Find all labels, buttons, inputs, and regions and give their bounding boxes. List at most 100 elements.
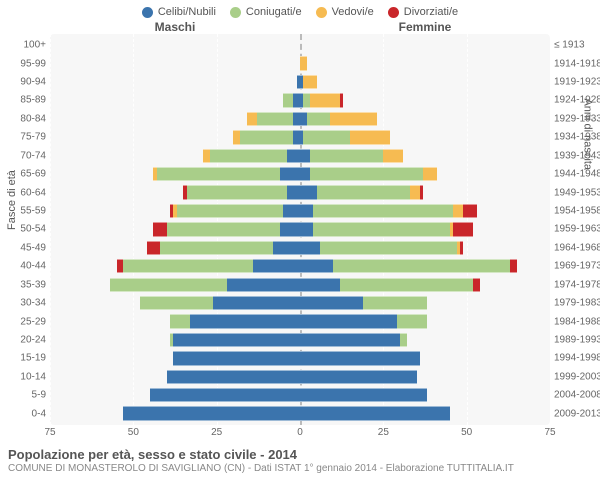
- bar-segment: [167, 222, 280, 236]
- age-label: 70-74: [2, 150, 46, 161]
- bar-segment: [300, 314, 397, 328]
- female-bar: [300, 312, 550, 330]
- bar-segment: [340, 278, 473, 292]
- chart-title: Popolazione per età, sesso e stato civil…: [8, 447, 592, 462]
- male-bar: [50, 128, 300, 146]
- birth-year-label: 1919-1923: [554, 77, 600, 88]
- age-row: 40-441969-1973: [50, 257, 550, 275]
- age-label: 100+: [2, 40, 46, 51]
- age-row: 20-241989-1993: [50, 331, 550, 349]
- birth-year-label: 1989-1993: [554, 334, 600, 345]
- bar-segment: [257, 112, 294, 126]
- male-bar: [50, 257, 300, 275]
- bar-segment: [173, 351, 300, 365]
- bar-segment: [300, 222, 313, 236]
- age-label: 65-69: [2, 169, 46, 180]
- bar-segment: [177, 204, 284, 218]
- age-label: 40-44: [2, 261, 46, 272]
- male-bar: [50, 91, 300, 109]
- bar-segment: [310, 149, 383, 163]
- age-row: 95-991914-1918: [50, 54, 550, 72]
- age-row: 100+≤ 1913: [50, 36, 550, 54]
- age-row: 5-92004-2008: [50, 386, 550, 404]
- male-bar: [50, 110, 300, 128]
- bar-segment: [117, 259, 124, 273]
- chart-subtitle: COMUNE DI MONASTEROLO DI SAVIGLIANO (CN)…: [8, 463, 592, 474]
- male-bar: [50, 331, 300, 349]
- birth-year-label: 1944-1948: [554, 169, 600, 180]
- male-bar: [50, 239, 300, 257]
- bar-segment: [293, 112, 300, 126]
- male-bar: [50, 294, 300, 312]
- legend-item[interactable]: Divorziati/e: [388, 6, 458, 18]
- bar-segment: [310, 167, 423, 181]
- legend-item[interactable]: Celibi/Nubili: [142, 6, 216, 18]
- female-bar: [300, 91, 550, 109]
- age-label: 5-9: [2, 390, 46, 401]
- male-bar: [50, 147, 300, 165]
- gender-labels: Maschi Femmine: [0, 20, 600, 34]
- bar-segment: [300, 296, 363, 310]
- bar-segment: [150, 388, 300, 402]
- age-label: 30-34: [2, 298, 46, 309]
- bar-segment: [410, 185, 420, 199]
- female-bar: [300, 239, 550, 257]
- female-bar: [300, 147, 550, 165]
- birth-year-label: 2009-2013: [554, 408, 600, 419]
- age-label: 90-94: [2, 77, 46, 88]
- bar-segment: [160, 241, 273, 255]
- age-row: 90-941919-1923: [50, 73, 550, 91]
- male-bar: [50, 275, 300, 293]
- age-label: 45-49: [2, 242, 46, 253]
- male-bar: [50, 202, 300, 220]
- bar-segment: [123, 406, 300, 420]
- bar-segment: [247, 112, 257, 126]
- male-bar: [50, 349, 300, 367]
- bar-segment: [303, 75, 316, 89]
- bar-segment: [280, 167, 300, 181]
- x-tick: 50: [128, 427, 139, 438]
- age-label: 60-64: [2, 187, 46, 198]
- bar-segment: [157, 167, 280, 181]
- bar-segment: [293, 93, 300, 107]
- age-row: 15-191994-1998: [50, 349, 550, 367]
- bar-segment: [313, 222, 450, 236]
- legend-item[interactable]: Coniugati/e: [230, 6, 302, 18]
- age-row: 55-591954-1958: [50, 202, 550, 220]
- age-label: 0-4: [2, 408, 46, 419]
- age-row: 75-791934-1938: [50, 128, 550, 146]
- legend-label: Divorziati/e: [404, 6, 458, 18]
- bar-segment: [423, 167, 436, 181]
- birth-year-label: 1954-1958: [554, 206, 600, 217]
- x-tick: 0: [297, 427, 303, 438]
- female-bar: [300, 331, 550, 349]
- female-bar: [300, 110, 550, 128]
- legend-item[interactable]: Vedovi/e: [316, 6, 374, 18]
- bar-segment: [167, 370, 300, 384]
- age-label: 20-24: [2, 334, 46, 345]
- bar-segment: [300, 112, 307, 126]
- bar-segment: [300, 204, 313, 218]
- age-row: 50-541959-1963: [50, 220, 550, 238]
- birth-year-label: 1994-1998: [554, 353, 600, 364]
- bar-segment: [287, 149, 300, 163]
- bar-segment: [300, 259, 333, 273]
- bar-segment: [190, 314, 300, 328]
- bar-segment: [203, 149, 210, 163]
- bar-segment: [303, 93, 310, 107]
- age-row: 25-291984-1988: [50, 312, 550, 330]
- birth-year-label: 1974-1978: [554, 279, 600, 290]
- bar-segment: [227, 278, 300, 292]
- birth-year-label: 1939-1943: [554, 150, 600, 161]
- bar-segment: [293, 130, 300, 144]
- female-bar: [300, 54, 550, 72]
- bar-segment: [147, 241, 160, 255]
- male-bar: [50, 36, 300, 54]
- x-tick: 25: [378, 427, 389, 438]
- bar-segment: [210, 149, 287, 163]
- female-bar: [300, 220, 550, 238]
- bar-segment: [383, 149, 403, 163]
- female-bar: [300, 294, 550, 312]
- female-bar: [300, 128, 550, 146]
- bar-segment: [240, 130, 293, 144]
